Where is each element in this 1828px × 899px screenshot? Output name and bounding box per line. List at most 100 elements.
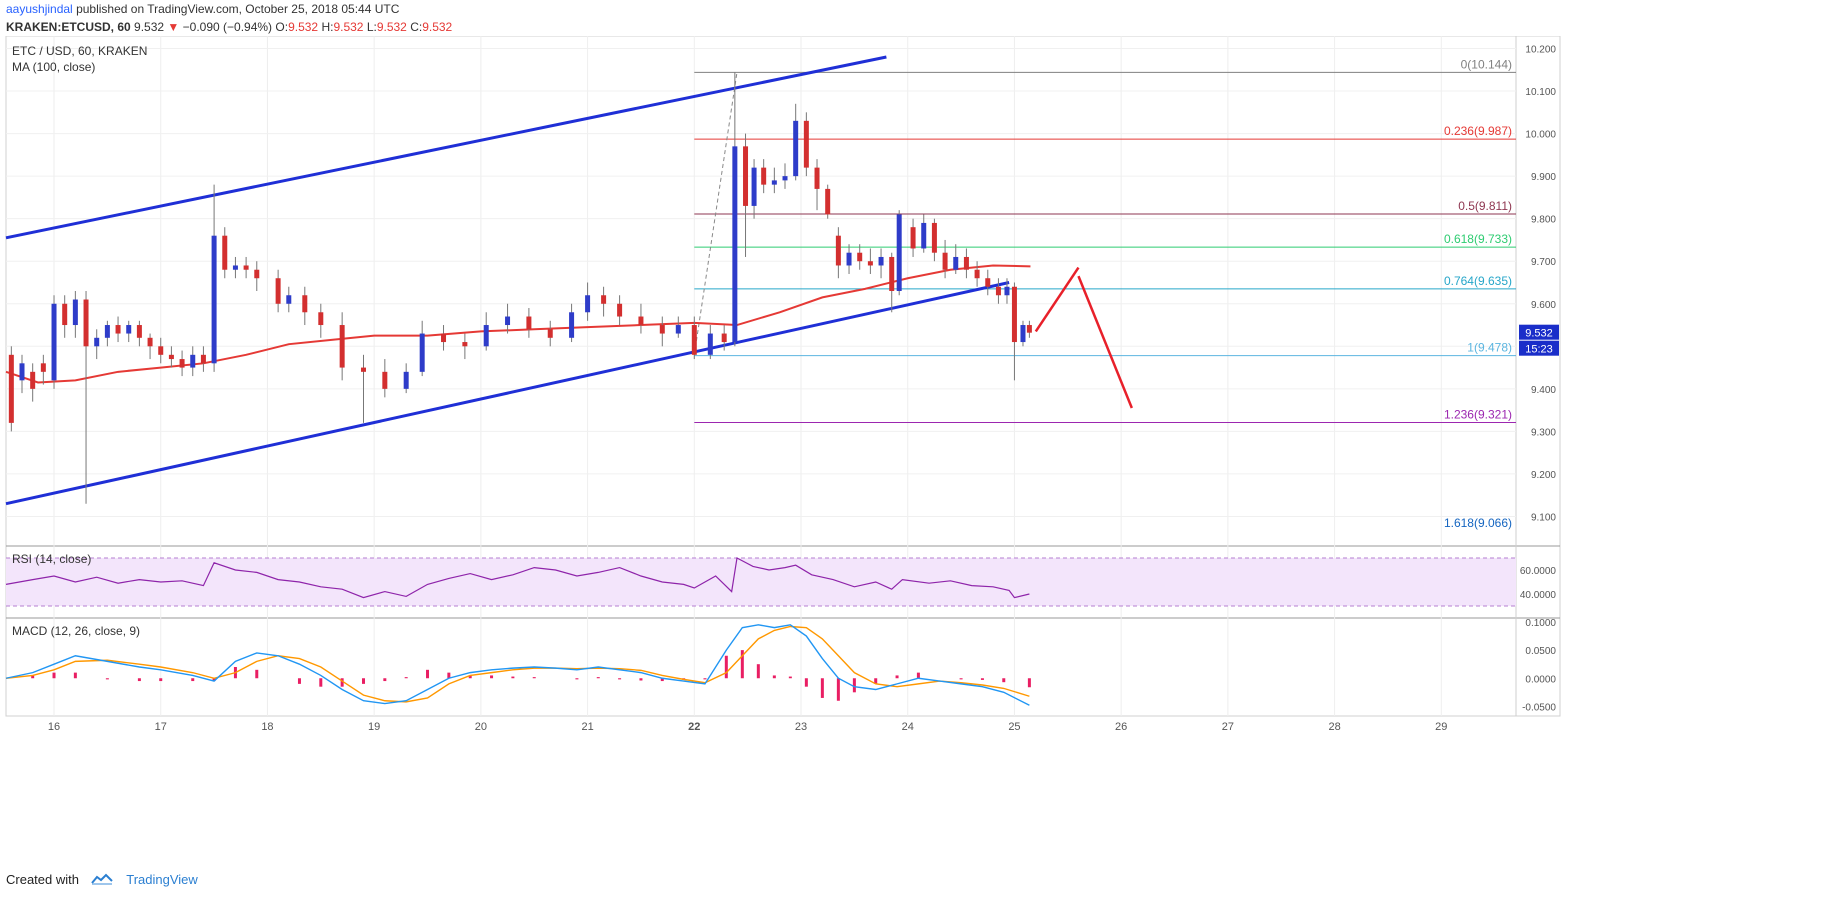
candle-body [617,303,623,317]
projection-line [1034,266,1080,333]
candle-body [910,227,916,249]
countdown-value: 15:23 [1525,344,1553,356]
candle-body [814,167,820,189]
close-label: C: [410,20,423,34]
y-tick-label: 9.800 [1531,215,1556,226]
candle-body [115,325,121,334]
candle-body [40,363,46,372]
x-tick-label: 23 [795,721,807,733]
x-tick-label: 16 [48,721,60,733]
x-tick-label: 17 [155,721,167,733]
rsi-band-fill [6,558,1516,606]
y-tick-label: 9.200 [1531,470,1556,481]
candle-body [846,252,852,266]
current-price-value: 9.532 [1525,328,1553,340]
candle-body [867,261,873,266]
candle-body [793,120,799,177]
candle-body [286,295,292,304]
y-tick-label: 9.900 [1531,172,1556,183]
macd-y-tick-label: 0.0000 [1525,674,1556,685]
candle-body [254,269,260,279]
low-label: L: [366,20,377,34]
candle-body [505,316,511,326]
x-tick-label: 20 [475,721,487,733]
close-value: 9.532 [422,20,453,34]
fib-level-label: 0(10.144) [1461,57,1512,71]
symbol-label: KRAKEN:ETCUSD, 60 [6,20,131,34]
candle-body [302,295,308,313]
rsi-label: RSI (14, close) [12,552,91,566]
fib-level-label: 1(9.478) [1467,341,1512,355]
candle-body [526,316,532,330]
candle-body [318,312,324,326]
macd-y-tick-label: 0.0500 [1525,646,1556,657]
candle-body [953,256,959,270]
candle-body [441,333,447,343]
candle-body [30,371,36,389]
candle-body [72,299,78,326]
candle-body [771,180,777,185]
rsi-line [5,557,1030,599]
candle-body [158,346,164,355]
tradingview-link[interactable]: TradingView [126,872,198,887]
y-tick-label: 9.300 [1531,427,1556,438]
candle-body [222,235,228,270]
candle-body [51,303,57,381]
x-tick-label: 18 [261,721,273,733]
x-tick-label: 29 [1435,721,1447,733]
candle-body [462,342,468,347]
candle-body [985,278,991,287]
candle-body [94,337,100,347]
author-link[interactable]: aayushjindal [6,2,73,16]
candle-body [211,235,217,364]
y-tick-label: 9.100 [1531,512,1556,523]
candle-body [8,354,14,423]
projection-line [1077,275,1133,409]
rsi-y-tick-label: 40.0000 [1520,590,1557,601]
candle-body [803,120,809,168]
candle-body [1011,286,1017,343]
last-price: 9.532 [134,20,165,34]
candle-body [232,265,238,270]
channel-trendline [5,281,1010,506]
candle-body [659,325,665,334]
candle-body [243,265,249,270]
candle-body [19,363,25,381]
candle-body [547,329,553,338]
candle-body [569,312,575,338]
candle-body [382,371,388,389]
candle-body [419,333,425,372]
candle-body [62,303,68,326]
macd-y-tick-label: 0.1000 [1525,618,1556,629]
candle-body [974,269,980,279]
candle-body [675,325,681,334]
y-tick-label: 10.100 [1525,87,1556,98]
rsi-y-tick-label: 60.0000 [1520,566,1557,577]
x-tick-label: 26 [1115,721,1127,733]
candle-body [751,167,757,206]
candle-body [963,256,969,270]
low-value: 9.532 [376,20,407,34]
candle-body [782,176,788,181]
fib-level-label: 1.618(9.066) [1444,516,1512,530]
price-change: −0.090 (−0.94%) [182,20,273,34]
ma-100-line [5,264,1031,384]
chart-area[interactable]: 16 17 18 19 20 21 22 23 24 25 26 27 28 29 10.200 10.100… [0,36,1828,870]
candle-body [275,278,281,304]
macd-line [5,624,1030,706]
candle-body [732,146,738,343]
candle-body [707,333,713,355]
created-with-text: Created with [6,872,79,887]
channel-trendline [5,55,887,240]
candle-body [761,167,767,185]
candle-body [638,316,644,326]
candle-body [857,252,863,262]
macd-y-tick-label: -0.0500 [1522,702,1556,713]
ma-indicator-label: MA (100, close) [12,60,95,74]
candle-body [585,295,591,313]
x-tick-label: 27 [1222,721,1234,733]
fib-level-label: 0.618(9.733) [1444,232,1512,246]
x-tick-label: 22 [688,721,700,733]
candle-body [931,222,937,253]
fib-level-label: 0.5(9.811) [1458,199,1512,213]
